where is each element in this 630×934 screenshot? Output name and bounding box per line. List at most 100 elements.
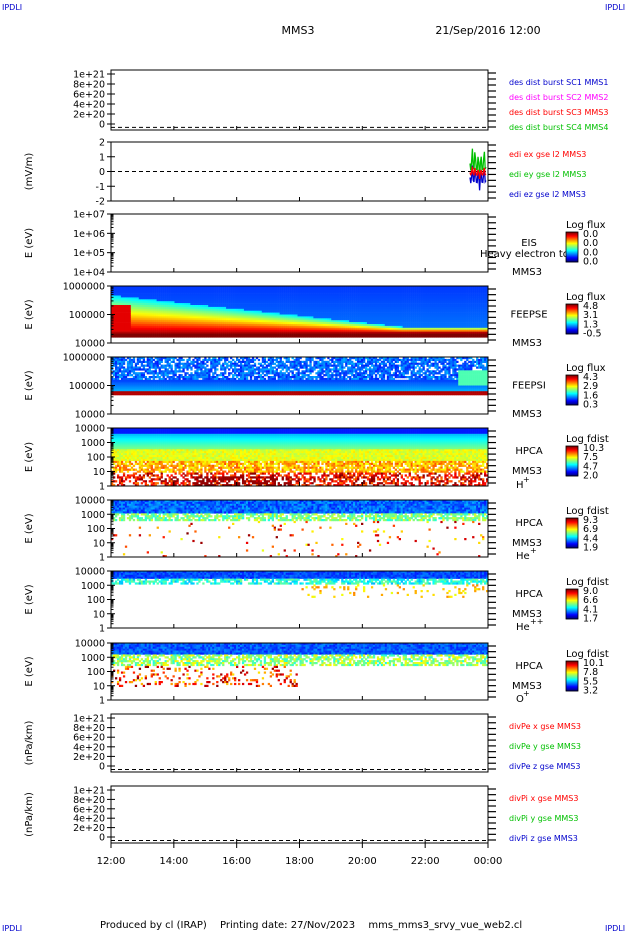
heatmap-cell-p4	[370, 325, 374, 329]
heatmap-cell-p4	[450, 312, 453, 315]
heatmap-cell-p4	[236, 287, 239, 291]
heatmap-cell-p4	[122, 306, 126, 310]
heatmap-cell-p4	[386, 291, 390, 294]
heatmap-cell-p4	[305, 297, 308, 300]
heatmap-cell-p4	[220, 308, 223, 311]
heatmap-cell-p4	[150, 287, 153, 291]
heatmap-cell-p4	[275, 293, 278, 296]
heatmap-cell-p4	[424, 335, 427, 338]
heatmap-cell-p4	[265, 327, 269, 330]
heatmap-cell-p4	[148, 305, 151, 308]
heatmap-cell-p4	[194, 314, 197, 317]
heatmap-cell-p4	[255, 314, 259, 317]
heatmap-cell-p4	[210, 293, 213, 296]
heatmap-cell-p4	[257, 324, 261, 327]
heatmap-cell-p4	[164, 335, 167, 338]
heatmap-cell-p4	[118, 308, 122, 311]
heatmap-cell-p4	[299, 308, 302, 311]
heatmap-cell-p4	[140, 305, 144, 308]
heatmap-cell-p4	[299, 312, 302, 315]
heatmap-cell-p4	[343, 322, 346, 325]
heatmap-cell-p4	[220, 331, 223, 334]
heatmap-cell-p4	[194, 303, 197, 306]
heatmap-cell-p4	[154, 297, 157, 300]
heatmap-cell-p4	[388, 320, 392, 323]
heatmap-cell-p4	[150, 297, 153, 300]
heatmap-cell-p4	[426, 322, 429, 325]
heatmap-cell-p4	[297, 310, 300, 313]
heatmap-cell-p4	[440, 301, 443, 304]
heatmap-cell-p4	[436, 303, 439, 306]
heatmap-cell-p4	[464, 331, 467, 334]
heatmap-cell-p4	[182, 310, 185, 313]
heatmap-cell-p4	[234, 286, 237, 289]
heatmap-cell-p4	[255, 318, 259, 321]
heatmap-cell-p4	[251, 329, 255, 332]
heatmap-cell-p4	[420, 324, 423, 327]
heatmap-cell-p4	[236, 322, 239, 325]
heatmap-cell-p4	[170, 310, 173, 313]
heatmap-cell-p4	[232, 316, 235, 319]
heatmap-cell-p4	[370, 312, 374, 315]
heatmap-cell-p4	[146, 287, 149, 291]
heatmap-cell-p4	[345, 327, 348, 330]
heatmap-cell-p4	[366, 325, 370, 329]
heatmap-cell-p4	[339, 322, 342, 325]
heatmap-cell-p4	[212, 329, 215, 332]
heatmap-cell-p4	[440, 299, 443, 302]
heatmap-cell-p4	[206, 303, 209, 306]
heatmap-cell-p4	[214, 299, 217, 302]
heatmap-cell-p4	[182, 289, 185, 292]
heatmap-cell-p4	[448, 287, 451, 291]
heatmap-cell-p4	[162, 320, 165, 323]
heatmap-cell-p4	[226, 312, 229, 315]
heatmap-cell-p4	[279, 308, 282, 311]
heatmap-cell-p4	[257, 301, 261, 304]
heatmap-cell-p4	[376, 331, 380, 334]
heatmap-cell-p4	[186, 331, 189, 334]
heatmap-cell-p4	[116, 325, 120, 329]
heatmap-cell-p4	[440, 331, 443, 334]
heatmap-cell-p4	[128, 325, 132, 329]
heatmap-cell-p4	[253, 306, 257, 310]
heatmap-cell-p4	[273, 306, 276, 310]
heatmap-cell-p4	[275, 310, 278, 313]
heatmap-cell-p4	[216, 331, 219, 334]
heatmap-cell-p4	[279, 303, 282, 306]
heatmap-cell-p4	[237, 320, 241, 323]
header-datetime: 21/Sep/2016 12:00	[435, 24, 540, 37]
heatmap-cell-p4	[140, 333, 144, 336]
heatmap-cell-p4	[408, 293, 411, 296]
heatmap-cell-p4	[130, 312, 134, 315]
heatmap-cell-p4	[402, 293, 405, 296]
heatmap-cell-p4	[442, 322, 445, 325]
heatmap-cell-p4	[180, 295, 183, 298]
heatmap-cell-p4	[287, 297, 290, 300]
heatmap-cell-p4	[152, 297, 155, 300]
heatmap-cell-p4	[295, 314, 298, 317]
heatmap-cell-p4	[166, 335, 169, 338]
heatmap-cell-p4	[368, 331, 372, 334]
heatmap-cell-p4	[303, 308, 306, 311]
heatmap-cell-p4	[464, 312, 467, 315]
heatmap-cell-p4	[283, 305, 286, 308]
heatmap-cell-p4	[158, 329, 161, 332]
heatmap-cell-p4	[273, 335, 276, 338]
heatmap-cell-p4	[154, 316, 157, 319]
heatmap-cell-p4	[132, 301, 136, 304]
heatmap-cell-p4	[255, 306, 259, 310]
heatmap-cell-p4	[388, 305, 392, 308]
heatmap-cell-p4	[448, 301, 451, 304]
heatmap-cell-p4	[236, 320, 239, 323]
heatmap-cell-p4	[462, 335, 465, 338]
heatmap-cell-p4	[446, 305, 449, 308]
heatmap-cell-p4	[422, 297, 425, 300]
heatmap-cell-p4	[218, 333, 221, 336]
heatmap-cell-p4	[462, 333, 465, 336]
heatmap-cell-p4	[158, 318, 161, 321]
heatmap-cell-p4	[154, 310, 157, 313]
heatmap-cell-p4	[327, 293, 330, 296]
heatmap-cell-p4	[152, 303, 155, 306]
heatmap-cell-p4	[281, 310, 284, 313]
heatmap-cell-p4	[362, 287, 366, 291]
